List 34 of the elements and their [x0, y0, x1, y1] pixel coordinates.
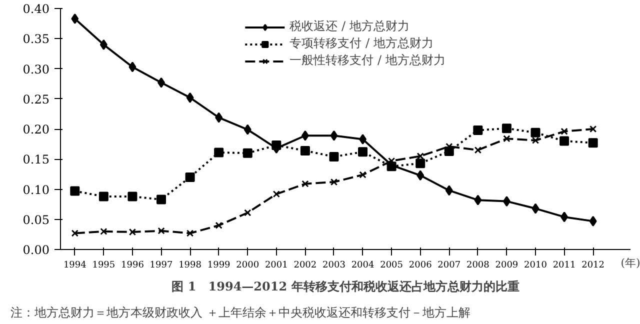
x-axis-title: (年)	[620, 256, 640, 270]
legend-label: 专项转移支付 / 地方总财力	[290, 35, 434, 52]
text: 图 1 1994—2012 年转移支付和税收返还占地方总财力的比重	[172, 280, 520, 294]
x-tick-label: 2006	[408, 260, 432, 270]
x-tick-label: 1995	[92, 260, 116, 270]
x-tick-label: 2001	[264, 260, 288, 270]
y-tick-label: 0.05	[22, 212, 50, 227]
y-tick-label: 0.10	[22, 182, 50, 197]
text: 注：地方总财力＝地方本级财政收入 ＋上年结余＋中央税收返还和转移支付－地方上解	[10, 306, 470, 320]
x-tick-label: 2005	[380, 260, 404, 270]
x-tick-label: 2011	[552, 260, 576, 270]
legend-label: 税收返还 / 地方总财力	[290, 18, 410, 35]
y-tick-label: 0.00	[22, 243, 50, 257]
x-tick-label: 1997	[150, 260, 173, 270]
x-tick-label: 1999	[207, 260, 231, 270]
y-tick-label: 0.15	[22, 152, 50, 167]
x-tick-label: 2002	[294, 260, 317, 270]
x-tick-label: 1996	[121, 260, 144, 270]
y-tick-label: 0.25	[22, 92, 50, 106]
x-tick-label: 2007	[438, 260, 461, 270]
y-tick-label: 0.35	[22, 32, 50, 46]
legend-label: 一般性转移支付 / 地方总财力	[290, 52, 446, 69]
x-tick-label: 2010	[524, 260, 548, 270]
x-tick-label: 2004	[351, 260, 374, 270]
x-tick-label: 1998	[178, 260, 202, 270]
x-tick-label: 2012	[582, 260, 605, 270]
x-tick-label: 2003	[322, 260, 346, 270]
y-tick-label: 0.20	[22, 122, 50, 136]
x-tick-label: 2000	[236, 260, 260, 270]
x-tick-label: 2009	[495, 260, 518, 270]
y-tick-label: 0.40	[22, 2, 50, 16]
x-tick-label: 1994	[63, 260, 87, 270]
x-tick-label: 2008	[466, 260, 490, 270]
y-tick-label: 0.30	[22, 62, 50, 76]
